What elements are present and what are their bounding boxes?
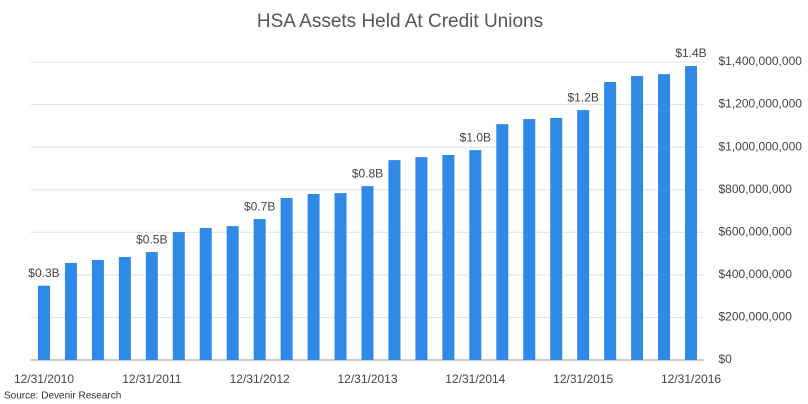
y-tick-label: $200,000,000 [719,310,793,324]
bar [415,157,428,360]
bar [64,262,77,360]
x-tick-label: 12/31/2015 [553,372,613,386]
y-tick-label: $1,400,000,000 [719,54,803,68]
bar [442,155,455,360]
y-tick-label: $600,000,000 [719,224,793,238]
bar [469,150,482,360]
bar [604,82,617,360]
y-tick-label: $800,000,000 [719,182,793,196]
bar [523,119,536,360]
value-label: $1.0B [460,130,491,144]
bar [172,232,185,360]
bar [280,198,293,360]
bar [685,66,698,361]
value-label: $1.2B [568,90,599,104]
y-tick-label: $1,000,000,000 [719,139,803,153]
y-tick-label: $0 [719,352,733,366]
bar [658,74,671,360]
x-tick-label: 12/31/2013 [337,372,397,386]
x-tick-label: 12/31/2014 [445,372,505,386]
x-tick-label: 12/31/2010 [14,372,74,386]
x-tick-label: 12/31/2016 [661,372,721,386]
y-tick-label: $1,200,000,000 [719,97,803,111]
bar [361,186,374,360]
bar [577,110,590,360]
value-label: $0.7B [244,199,275,213]
y-tick-label: $400,000,000 [719,267,793,281]
bar [145,252,158,360]
bar [496,124,509,360]
bar [334,193,347,360]
bar [388,160,401,360]
bar [550,117,563,360]
bar [307,193,320,360]
bar [118,256,131,360]
bar [631,76,644,360]
bar [37,285,50,360]
value-label: $0.8B [352,166,383,180]
bar [226,226,239,360]
bar [253,219,266,360]
x-tick-label: 12/31/2011 [122,372,181,386]
value-label: $0.3B [28,266,59,280]
value-label: $1.4B [675,46,706,60]
value-label: $0.5B [136,232,167,246]
chart-title: HSA Assets Held At Credit Unions [257,11,543,32]
x-tick-label: 12/31/2012 [230,372,290,386]
source-note: Source: Devenir Research [4,391,121,402]
bar [199,228,212,360]
bar [91,259,104,360]
